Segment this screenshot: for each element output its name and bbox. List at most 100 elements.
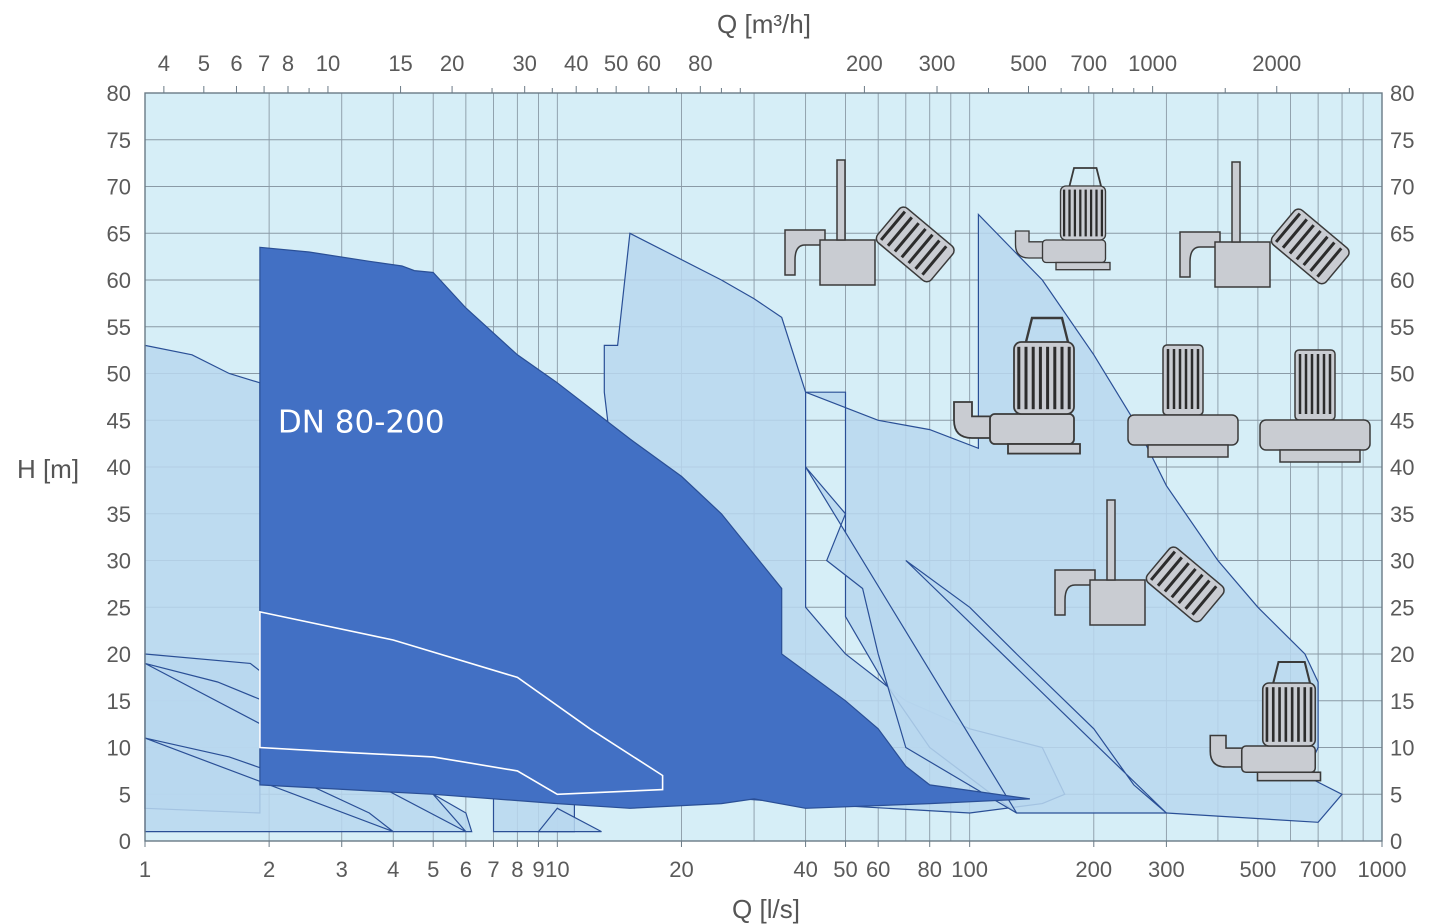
left-tick-label: 50 [107, 362, 131, 387]
motor-fin [1316, 247, 1343, 278]
pump-motor [1270, 208, 1350, 285]
x2-axis-label: Q [m³/h] [717, 9, 811, 39]
top-tick-label: 30 [512, 51, 536, 76]
motor-fin [1156, 556, 1183, 587]
lifting-handle [1024, 316, 1070, 343]
left-tick-label: 25 [107, 595, 131, 620]
left-tick-label: 20 [107, 642, 131, 667]
pump-body [953, 401, 997, 439]
top-tick-label: 10 [316, 51, 340, 76]
motor-fin [1274, 212, 1302, 243]
left-tick-label: 0 [119, 829, 131, 854]
bottom-tick-label: 1000 [1358, 857, 1407, 882]
bottom-tick-label: 300 [1148, 857, 1185, 882]
right-tick-label: 30 [1390, 549, 1414, 574]
left-tick-label: 75 [107, 128, 131, 153]
motor-fin [1288, 224, 1315, 255]
right-tick-label: 15 [1390, 689, 1414, 714]
top-tick-label: 20 [440, 51, 464, 76]
motor-fin [1302, 235, 1329, 267]
motor-fin [1177, 573, 1204, 605]
bottom-tick-label: 700 [1300, 857, 1337, 882]
guide-rail [1106, 499, 1116, 581]
pump-casing [819, 239, 876, 286]
pump-range-regions [144, 213, 1343, 833]
motor-fin [1184, 579, 1211, 610]
pump-illustration-3 [1179, 161, 1350, 288]
guide-rail [1231, 161, 1241, 243]
top-tick-label: 500 [1010, 51, 1047, 76]
bottom-tick-label: 100 [951, 857, 988, 882]
pump-base [1279, 449, 1361, 463]
pump-illustration-7 [1054, 499, 1225, 626]
pump-base [1055, 261, 1111, 271]
right-tick-label: 35 [1390, 502, 1414, 527]
top-tick-label: 80 [688, 51, 712, 76]
right-tick-label: 50 [1390, 362, 1414, 387]
top-tick-label: 4 [158, 51, 170, 76]
motor-fin [921, 245, 948, 276]
right-tick-label: 65 [1390, 221, 1414, 246]
bottom-tick-label: 8 [511, 857, 523, 882]
top-axis-ticks: 4 5 6 7 8 10 15 20 30 40 50 60 80 200 300 500 700 1000 200… [158, 51, 1350, 93]
pump-casing [989, 413, 1075, 445]
top-tick-label: 6 [230, 51, 242, 76]
pump-range-area-10 [259, 246, 1030, 809]
left-tick-label: 70 [107, 175, 131, 200]
right-tick-label: 60 [1390, 268, 1414, 293]
pump-casing [1259, 419, 1371, 451]
motor-fin [900, 227, 927, 259]
left-tick-label: 60 [107, 268, 131, 293]
left-tick-label: 45 [107, 408, 131, 433]
left-tick-label: 55 [107, 315, 131, 340]
bottom-tick-label: 5 [427, 857, 439, 882]
top-tick-label: 40 [564, 51, 588, 76]
bottom-tick-label: 2 [263, 857, 275, 882]
motor-fin [1149, 550, 1177, 581]
pump-range-area-7 [805, 213, 1343, 823]
right-tick-label: 45 [1390, 408, 1414, 433]
tilted-motor [875, 206, 955, 283]
left-tick-label: 35 [107, 502, 131, 527]
bottom-tick-label: 6 [460, 857, 472, 882]
pump-range-outlines [259, 610, 664, 796]
motor-fin [879, 210, 907, 241]
lifting-handle [1068, 167, 1102, 187]
motor-fin [1191, 585, 1218, 616]
motor-fin [893, 222, 920, 253]
pump-casing [1089, 579, 1146, 626]
x-axis-label: Q [l/s] [732, 894, 800, 924]
pump-body [1014, 230, 1048, 259]
bottom-tick-label: 10 [545, 857, 569, 882]
right-tick-label: 0 [1390, 829, 1402, 854]
pump-base [1007, 443, 1081, 455]
pump-illustration-8 [1209, 660, 1322, 782]
bottom-tick-label: 1 [139, 857, 151, 882]
guide-rail [836, 159, 846, 241]
inner-range-outline-0 [259, 610, 664, 796]
pump-motor [1261, 682, 1317, 747]
bottom-tick-label: 500 [1240, 857, 1277, 882]
bottom-tick-label: 60 [866, 857, 890, 882]
left-axis-ticks: 0 5 10 15 20 25 30 35 40 45 50 55 60 65 70 75 80 [107, 81, 131, 854]
bottom-tick-label: 4 [387, 857, 399, 882]
right-axis-ticks: 0 5 10 15 20 25 30 35 40 45 50 55 60 65 70 75 80 [1390, 81, 1414, 854]
motor-fin [886, 216, 913, 247]
motor-fin [914, 239, 941, 270]
pump-inlet [1054, 569, 1096, 616]
pump-casing [1214, 241, 1271, 288]
left-tick-label: 65 [107, 221, 131, 246]
right-tick-label: 5 [1390, 782, 1402, 807]
plot-frame [144, 92, 1383, 842]
top-tick-label: 7 [258, 51, 270, 76]
pump-motor [1013, 341, 1075, 415]
tilted-motor [1145, 546, 1225, 623]
top-tick-label: 50 [604, 51, 628, 76]
top-tick-label: 2000 [1252, 51, 1301, 76]
bottom-tick-label: 50 [833, 857, 857, 882]
top-tick-label: 200 [846, 51, 883, 76]
right-tick-label: 55 [1390, 315, 1414, 340]
pump-illustration-6 [1259, 349, 1371, 463]
pump-motor [875, 206, 955, 283]
